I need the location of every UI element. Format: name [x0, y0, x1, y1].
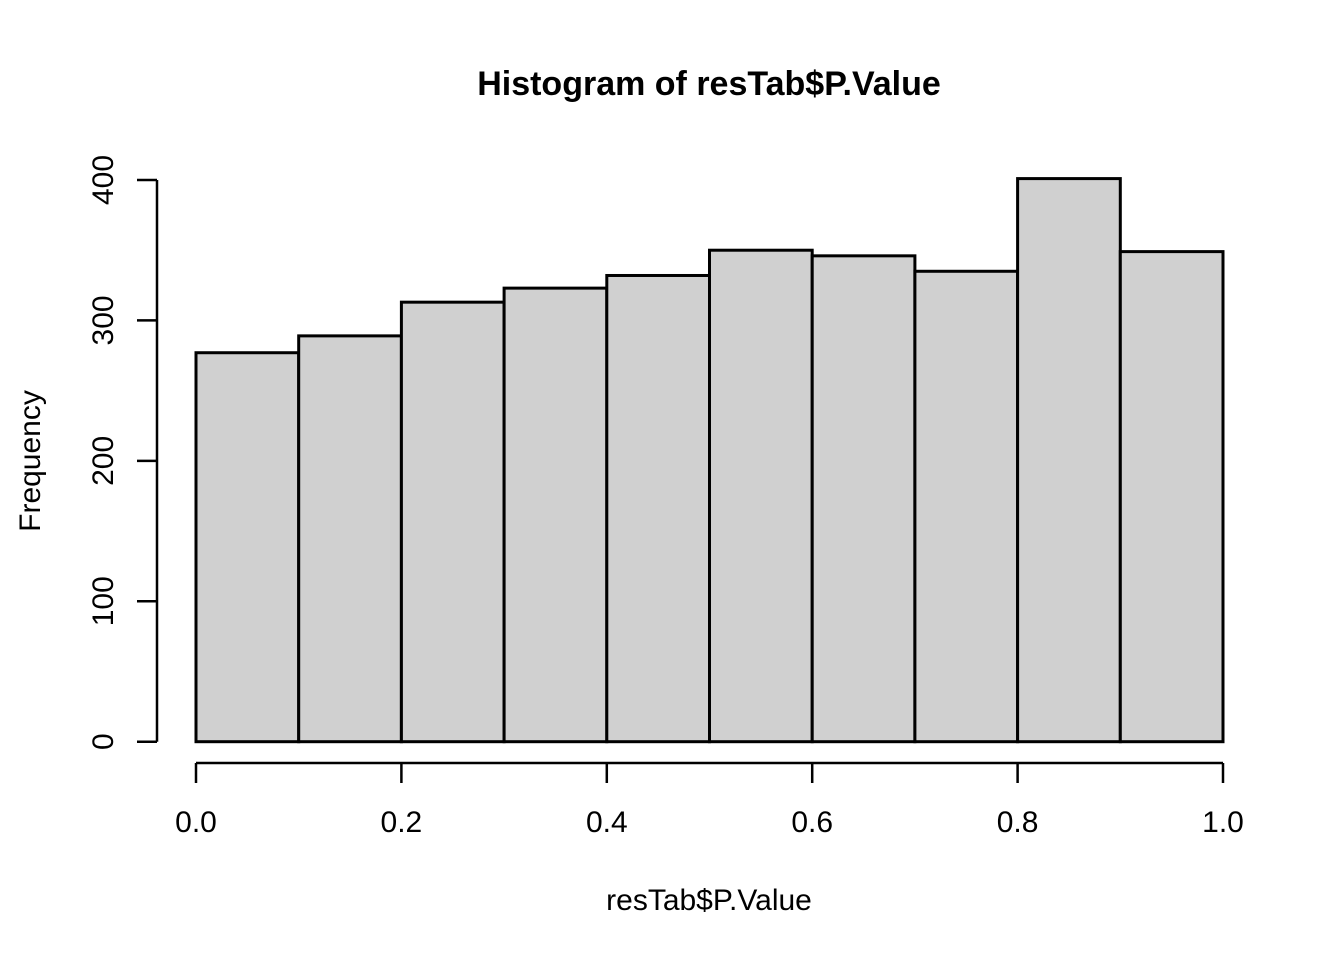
x-tick-label: 0.0	[175, 806, 217, 839]
histogram-bar	[502, 286, 609, 744]
y-axis: 0 100 200 300 400	[87, 155, 159, 750]
y-tick-label: 0	[87, 733, 120, 750]
histogram-bar	[194, 351, 301, 744]
histogram-bar	[708, 248, 814, 744]
y-axis-title: Frequency	[14, 390, 47, 532]
histogram-bar	[399, 300, 506, 744]
y-tick-label: 400	[87, 155, 120, 205]
x-tick-label: 0.6	[791, 806, 833, 839]
x-tick-label: 1.0	[1202, 806, 1244, 839]
x-axis: 0.0 0.2 0.4 0.6 0.8 1.0	[175, 761, 1244, 839]
chart-title: Histogram of resTab$P.Value	[477, 65, 941, 103]
y-tick-label: 100	[87, 576, 120, 626]
x-tick-label: 0.8	[997, 806, 1039, 839]
x-tick-label: 0.4	[586, 806, 628, 839]
bars-group	[194, 177, 1225, 744]
histogram-bar	[605, 273, 711, 744]
y-tick-label: 300	[87, 295, 120, 345]
histogram-bar	[810, 254, 917, 744]
histogram-bar	[913, 269, 1020, 744]
histogram-bar	[1016, 177, 1122, 744]
x-axis-title: resTab$P.Value	[606, 884, 812, 917]
x-tick-label: 0.2	[381, 806, 423, 839]
histogram-bar	[1118, 250, 1225, 744]
histogram-bar	[297, 334, 403, 744]
y-tick-label: 200	[87, 436, 120, 486]
